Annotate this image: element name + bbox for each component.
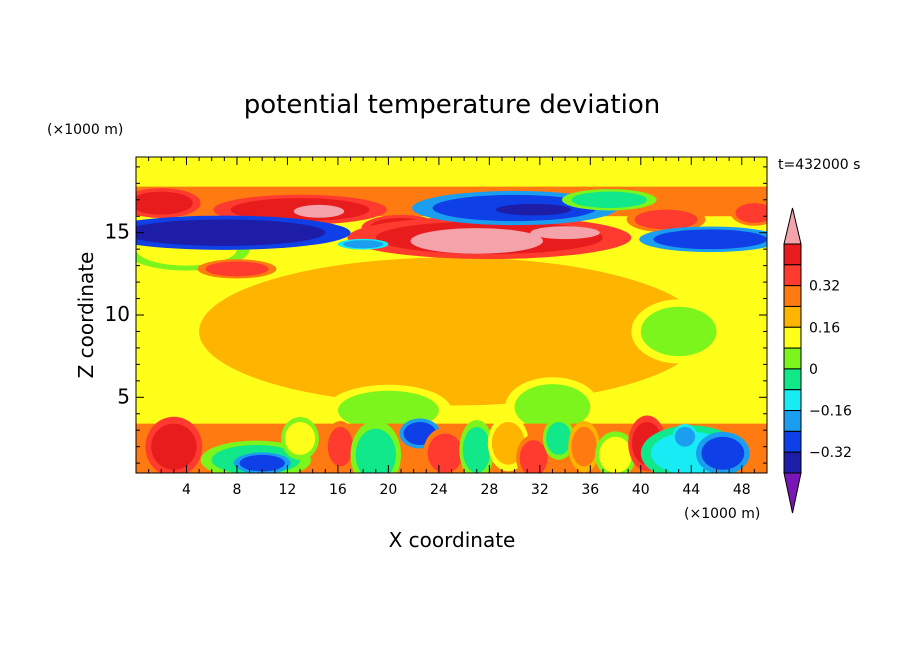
field-blob: [735, 203, 767, 223]
field-blob: [571, 191, 648, 209]
x-tick-label: 32: [531, 482, 549, 498]
x-tick-label: 28: [480, 482, 498, 498]
field-blob: [537, 227, 593, 238]
x-axis-label: X coordinate: [389, 528, 516, 552]
colorbar-label: 0: [809, 362, 818, 378]
field-blob: [514, 384, 591, 431]
colorbar-bottom-arrow: [783, 472, 802, 514]
colorbar-box: [783, 243, 802, 266]
x-tick-label: 4: [182, 482, 191, 498]
field-blob: [701, 436, 745, 470]
x-tick-label: 44: [682, 482, 700, 498]
field-blob: [427, 433, 463, 473]
field-blob: [355, 428, 396, 473]
field-blob: [423, 231, 530, 251]
colorbar-box: [783, 430, 802, 453]
x-tick-label: 40: [632, 482, 650, 498]
field-blob: [199, 257, 704, 406]
field-blob: [327, 426, 354, 467]
chart-title: potential temperature deviation: [244, 90, 660, 120]
field-blob: [519, 440, 548, 473]
field-blob: [205, 261, 269, 277]
colorbar-box: [783, 347, 802, 370]
x-tick-label: 16: [329, 482, 347, 498]
colorbar: 0.32 0.16 0 −0.16 −0.32: [783, 207, 852, 514]
colorbar-box: [783, 285, 802, 307]
colorbar-box: [783, 389, 802, 412]
colorbar-box: [783, 264, 802, 287]
z-axis: 5 10 15: [105, 166, 767, 464]
z-tick-label: 5: [117, 384, 130, 408]
colorbar-box: [783, 368, 802, 391]
field-blob: [284, 421, 316, 455]
colorbar-label: 0.32: [809, 279, 840, 295]
z-unit-label: (×1000 m): [47, 122, 123, 138]
z-tick-label: 15: [105, 220, 130, 244]
field-blob: [653, 229, 767, 250]
field-blob: [546, 421, 572, 455]
colorbar-box: [783, 451, 802, 474]
z-tick-label: 10: [105, 302, 130, 326]
field-blob: [495, 203, 572, 216]
z-axis-label: Z coordinate: [74, 252, 98, 379]
colorbar-box: [783, 326, 802, 349]
colorbar-label: −0.16: [809, 404, 852, 420]
field-blob: [342, 240, 384, 249]
field-blob: [151, 423, 197, 470]
field-blob: [298, 206, 340, 217]
x-axis: 4 8 12 16 20 24 28 32 36 40 44 48: [148, 157, 755, 498]
field-blob: [239, 454, 285, 472]
x-unit-label: (×1000 m): [684, 506, 760, 522]
field-blob: [462, 426, 491, 473]
field-blob: [640, 306, 717, 357]
x-tick-label: 24: [430, 482, 448, 498]
x-tick-label: 36: [581, 482, 599, 498]
plot-area: [136, 157, 767, 473]
x-tick-label: 48: [733, 482, 751, 498]
field-blob: [136, 191, 193, 215]
field-blob: [599, 436, 632, 473]
colorbar-label: 0.16: [809, 320, 840, 336]
colorbar-box: [783, 410, 802, 432]
x-tick-label: 8: [232, 482, 241, 498]
x-tick-label: 12: [279, 482, 297, 498]
colorbar-top-arrow: [783, 207, 802, 245]
time-label: t=432000 s: [778, 157, 860, 173]
colorbar-box: [783, 305, 802, 328]
colorbar-label: −0.32: [809, 445, 852, 461]
field-blob: [634, 209, 698, 230]
x-tick-label: 20: [379, 482, 397, 498]
field-blob: [571, 426, 597, 467]
field-blob: [136, 219, 326, 246]
field-blob: [674, 426, 696, 447]
